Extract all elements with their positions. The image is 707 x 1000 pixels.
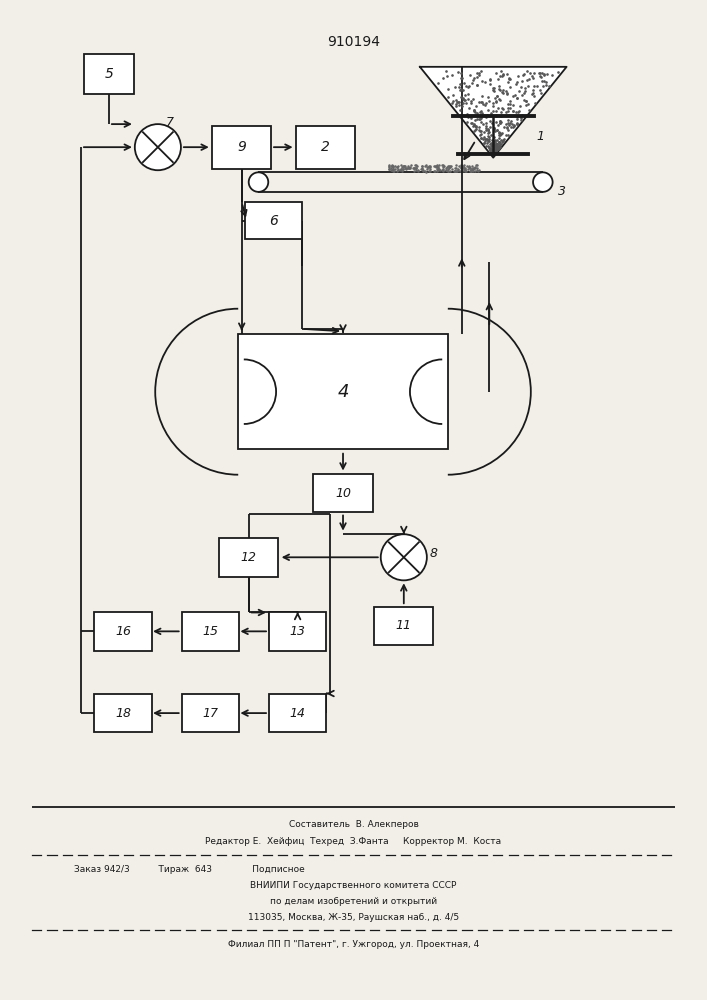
Text: 16: 16 [115, 625, 131, 638]
Text: 7: 7 [166, 116, 174, 129]
Text: 3: 3 [558, 185, 566, 198]
Bar [269, 612, 326, 651]
Circle shape [381, 534, 427, 580]
Text: 17: 17 [202, 707, 218, 720]
Text: 14: 14 [290, 707, 305, 720]
Bar [219, 538, 279, 577]
Text: 4: 4 [337, 383, 349, 401]
Ellipse shape [249, 172, 268, 192]
Text: 1: 1 [537, 130, 544, 143]
Bar [94, 612, 151, 651]
Text: ВНИИПИ Государственного комитета СССР: ВНИИПИ Государственного комитета СССР [250, 881, 457, 890]
Bar [182, 612, 239, 651]
Text: 11: 11 [396, 619, 411, 632]
Text: Заказ 942/3          Тираж  643              Подписное: Заказ 942/3 Тираж 643 Подписное [74, 865, 305, 874]
Text: 910194: 910194 [327, 35, 380, 49]
Text: 6: 6 [269, 214, 278, 228]
Bar [245, 202, 302, 239]
Bar [84, 54, 134, 94]
Text: 2: 2 [321, 140, 330, 154]
Bar [182, 694, 239, 732]
Text: 113035, Москва, Ж-35, Раушская наб., д. 4/5: 113035, Москва, Ж-35, Раушская наб., д. … [248, 913, 459, 922]
Text: Составитель  В. Алекперов: Составитель В. Алекперов [288, 820, 419, 829]
Circle shape [135, 124, 181, 170]
Text: 18: 18 [115, 707, 131, 720]
Text: 12: 12 [240, 551, 257, 564]
Text: Редактор Е.  Хейфиц  Техред  З.Фанта     Корректор М.  Коста: Редактор Е. Хейфиц Техред З.Фанта Коррек… [206, 837, 501, 846]
Text: 9: 9 [238, 140, 246, 154]
Text: 5: 5 [105, 67, 113, 81]
Bar [238, 334, 448, 449]
Text: 13: 13 [290, 625, 305, 638]
Polygon shape [420, 67, 566, 158]
Bar [296, 126, 355, 169]
Text: Филиал ПП П "Патент", г. Ужгород, ул. Проектная, 4: Филиал ПП П "Патент", г. Ужгород, ул. Пр… [228, 940, 479, 949]
Bar [212, 126, 271, 169]
Ellipse shape [533, 172, 553, 192]
Bar [269, 694, 326, 732]
Text: по делам изобретений и открытий: по делам изобретений и открытий [270, 897, 437, 906]
Text: 15: 15 [202, 625, 218, 638]
Text: 8: 8 [430, 547, 438, 560]
Bar [313, 474, 373, 512]
Bar [94, 694, 151, 732]
Bar [374, 607, 433, 645]
Text: 10: 10 [335, 487, 351, 500]
